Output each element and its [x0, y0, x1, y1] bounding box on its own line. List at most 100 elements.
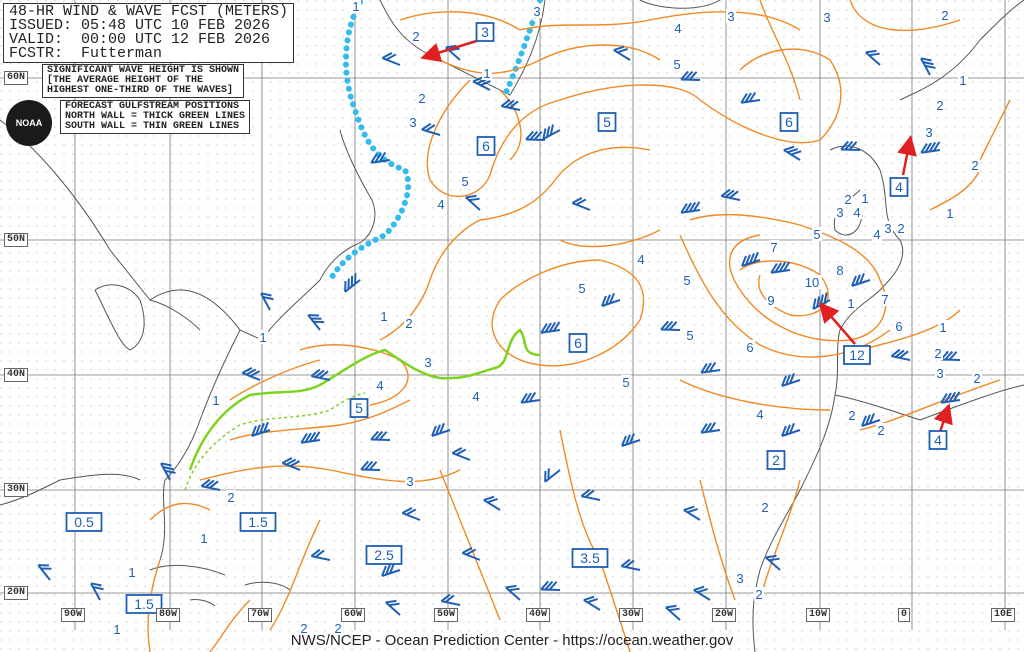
- contour-label-bg: [880, 292, 890, 306]
- wave-height-contour: [149, 502, 211, 521]
- contour-label: 5: [578, 281, 585, 296]
- wind-barb: [890, 348, 911, 361]
- great-lakes: [94, 284, 201, 351]
- contour-label-bg: [112, 622, 122, 636]
- contour-label-bg: [894, 319, 904, 333]
- boxed-wave-height: 1.5: [239, 512, 277, 532]
- latitude-label: 40N: [4, 368, 29, 382]
- boxed-wave-height: 1.5: [125, 594, 163, 614]
- contour-label: 9: [767, 293, 774, 308]
- contour-label: 3: [533, 4, 540, 19]
- wave-height-contour: [439, 469, 501, 621]
- wind-barb: [601, 293, 621, 307]
- gulfstream-note: FORECAST GULFSTREAM POSITIONS NORTH WALL…: [60, 100, 251, 134]
- contour-label-bg: [945, 206, 955, 220]
- contour-label: 2: [971, 158, 978, 173]
- red-arrow: [933, 403, 953, 433]
- noaa-logo: NOAA: [6, 100, 52, 146]
- contour-label-bg: [754, 587, 764, 601]
- wind-barb: [741, 251, 761, 267]
- box-frame: [571, 548, 609, 568]
- boxed-wave-height-value: 5: [603, 114, 611, 130]
- contour-label: 7: [770, 240, 777, 255]
- wind-barb: [660, 320, 681, 331]
- contour-label: 2: [936, 98, 943, 113]
- wind-barb: [861, 413, 881, 427]
- contour-label-bg: [333, 621, 343, 635]
- wind-barb: [461, 547, 481, 561]
- contour-label: 1: [200, 531, 207, 546]
- wind-barb: [307, 314, 325, 331]
- box-frame: [476, 136, 496, 156]
- contour-label-bg: [755, 407, 765, 421]
- contour-label: 2: [755, 587, 762, 602]
- contour-label-bg: [199, 531, 209, 545]
- wind-barb: [680, 70, 701, 81]
- wind-barb: [940, 391, 961, 404]
- contour-label: 1: [946, 206, 953, 221]
- wave-height-contour: [499, 89, 522, 161]
- wind-barb: [421, 122, 441, 136]
- boxed-wave-height-value: 2.5: [374, 547, 394, 563]
- contour-label: 2: [941, 8, 948, 23]
- wind-barb: [465, 194, 481, 211]
- wind-barb: [381, 52, 401, 66]
- wind-barb: [740, 91, 761, 104]
- contour-label: 4: [637, 252, 644, 267]
- red-arrow: [897, 135, 917, 176]
- wind-barb: [344, 273, 361, 293]
- contour-label: 3: [424, 355, 431, 370]
- wind-barb: [781, 373, 801, 387]
- wind-barb: [401, 507, 421, 521]
- boxed-wave-height: 0.5: [65, 512, 103, 532]
- wind-barb: [310, 548, 331, 561]
- header-title: 48-HR WIND & WAVE FCST (METERS): [9, 3, 289, 20]
- box-frame: [475, 22, 495, 42]
- boxed-wave-height: 5: [349, 398, 369, 418]
- africa-coast: [752, 394, 836, 652]
- contour-label-bg: [127, 565, 137, 579]
- latitude-label: 50N: [4, 233, 29, 247]
- contour-label-bg: [846, 296, 856, 310]
- header-issued: ISSUED: 05:48 UTC 10 FEB 2026: [9, 17, 271, 34]
- boxed-wave-height: 2: [766, 450, 786, 470]
- contour-label-bg: [460, 174, 470, 188]
- wave-height-contour: [699, 479, 736, 601]
- wind-barb: [37, 564, 52, 581]
- boxed-wave-height: 4: [928, 430, 948, 450]
- contour-label-bg: [760, 500, 770, 514]
- boxed-wave-height-value: 5: [355, 400, 363, 416]
- wind-barb: [920, 141, 941, 154]
- contour-label-bg: [685, 328, 695, 342]
- wind-barb: [90, 582, 104, 601]
- contour-label: 4: [853, 205, 860, 220]
- wind-barb: [544, 468, 561, 483]
- noaa-logo-text: NOAA: [15, 118, 43, 128]
- wind-barb: [370, 430, 391, 441]
- contour-label-bg: [769, 240, 779, 254]
- wind-barb: [251, 421, 271, 437]
- longitude-label: 10E: [991, 608, 1016, 622]
- contour-label: 2: [761, 500, 768, 515]
- boxed-wave-height-value: 1.5: [134, 596, 154, 612]
- europe-coast: [829, 0, 1024, 421]
- wind-barb: [260, 292, 274, 311]
- box-frame: [125, 594, 163, 614]
- wind-barb: [540, 321, 561, 334]
- wave-height-contour: [559, 48, 842, 144]
- forecast-header: 48-HR WIND & WAVE FCST (METERS) ISSUED: 0…: [3, 3, 295, 63]
- boxed-wave-height: 6: [779, 112, 799, 132]
- contour-label: 1: [212, 393, 219, 408]
- contour-label-bg: [933, 346, 943, 360]
- boxed-wave-height: 3: [475, 22, 495, 42]
- wave-height-contour: [759, 479, 801, 601]
- contour-label: 2: [418, 91, 425, 106]
- wind-barb: [200, 478, 221, 491]
- box-frame: [928, 430, 948, 450]
- longitude-label: 0: [898, 608, 911, 622]
- contour-label: 1: [483, 66, 490, 81]
- contour-label-bg: [299, 621, 309, 635]
- contour-label: 1: [259, 330, 266, 345]
